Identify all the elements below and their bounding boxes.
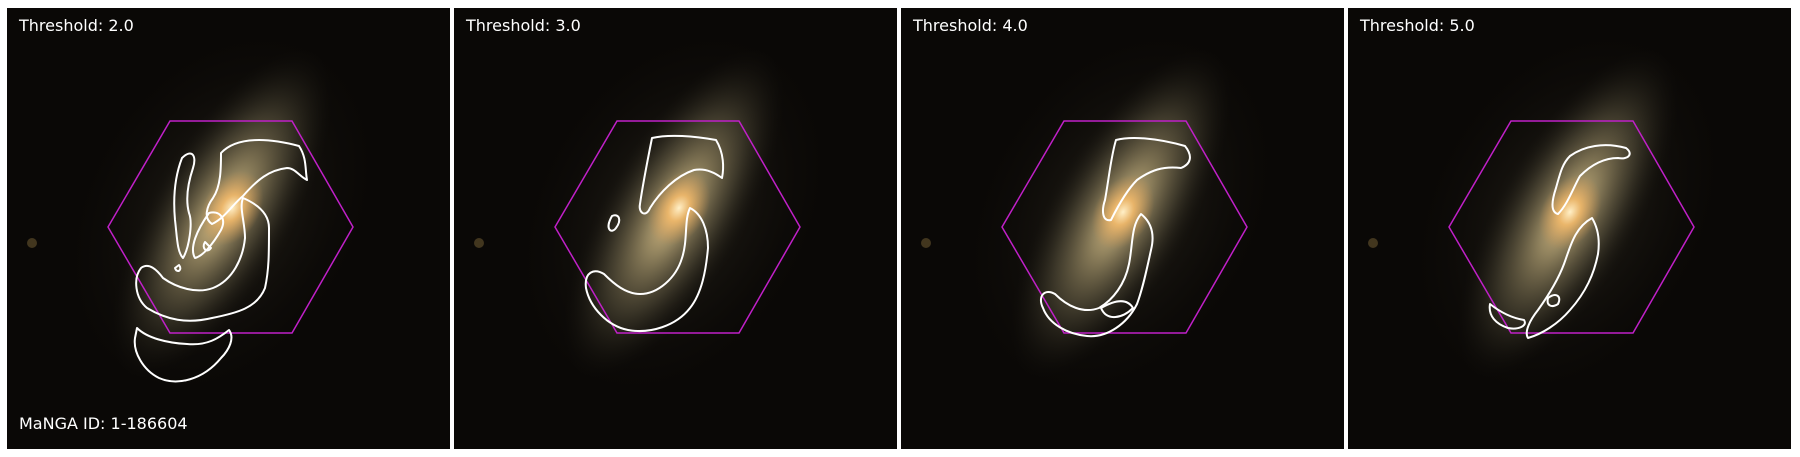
panel-threshold-5: Threshold: 5.0 [1348,8,1791,449]
threshold-label: Threshold: 4.0 [913,16,1028,35]
galaxy-image [454,8,897,449]
ifu-hexagon [554,120,801,334]
panel-threshold-2: Threshold: 2.0 MaNGA ID: 1-186604 [7,8,450,449]
contour-lines [133,139,308,383]
galaxy-image [7,8,450,449]
ifu-hexagon [107,120,354,334]
contour-lines [1039,137,1191,338]
galaxy-image [901,8,1344,449]
ifu-hexagon [1001,120,1248,334]
threshold-label: Threshold: 2.0 [19,16,134,35]
panel-threshold-4: Threshold: 4.0 [901,8,1344,449]
manga-id-label: MaNGA ID: 1-186604 [19,414,188,433]
ifu-hexagon [1448,120,1695,334]
panel-threshold-3: Threshold: 3.0 [454,8,897,449]
threshold-label: Threshold: 5.0 [1360,16,1475,35]
threshold-label: Threshold: 3.0 [466,16,581,35]
galaxy-image [1348,8,1791,449]
contour-lines [1488,144,1631,339]
contour-lines [584,134,725,332]
